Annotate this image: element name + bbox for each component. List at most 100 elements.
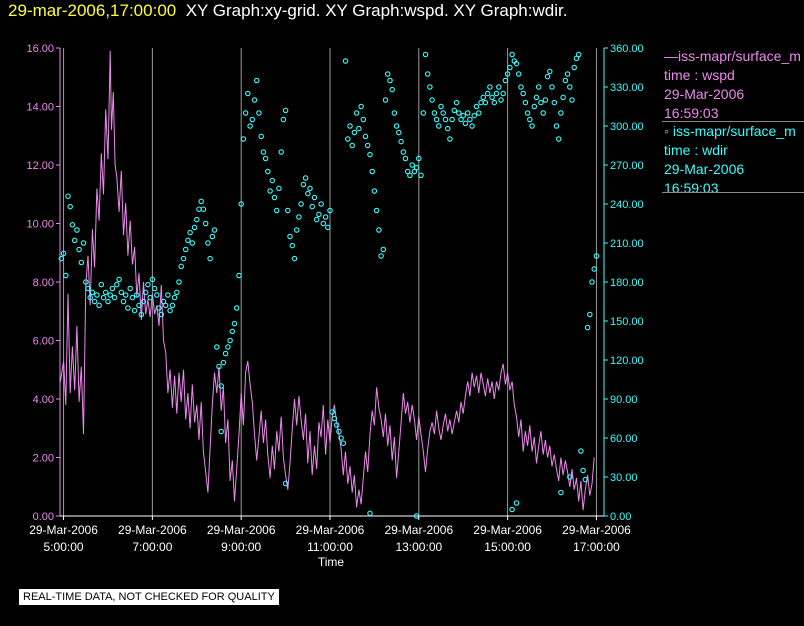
wdir-point [367,151,373,158]
wdir-point [178,263,184,270]
wdir-point [524,110,531,116]
wdir-point [509,506,515,513]
x-axis-label: Time [318,555,345,569]
wdir-point [291,255,298,262]
wdir-point [253,77,260,84]
wdir-point [529,123,535,129]
wdir-point [560,94,566,101]
wdir-point [238,201,244,207]
wdir-point [569,97,575,103]
wdir-point [171,294,178,301]
wdir-point [378,253,384,259]
wdir-point [358,103,364,110]
wdir-point [584,324,591,331]
wdir-point [269,177,276,184]
wdir-point [154,292,160,298]
wdir-point [298,201,304,207]
wdir-point [205,240,211,246]
wdir-point [396,129,402,136]
wdir-point [422,51,429,58]
wdir-point [136,302,142,309]
wdir-point [593,253,600,259]
wdir-point [198,198,204,205]
wdir-point [513,60,520,67]
wdir-point [285,207,291,214]
left-y-tick-label: 10.00 [26,219,54,231]
wdir-point [233,305,240,311]
wdir-point [280,116,287,123]
wdir-point [553,123,560,129]
wdir-point [69,222,76,228]
right-y-tick-label: 330.00 [610,82,644,94]
wdir-point [582,476,589,483]
legend-divider [662,121,804,122]
x-tick-time: 13:00:00 [395,540,442,554]
wdir-point [345,136,351,142]
x-tick-date: 29-Mar-2006 [473,523,542,537]
x-axis-ticks: 29-Mar-2006 5:00:00 29-Mar-2006 7:00:00 29-M… [29,516,631,554]
left-y-tick-label: 4.00 [33,394,54,406]
wdir-point [433,116,440,123]
wdir-point [109,285,116,292]
left-y-tick-label: 14.00 [26,102,54,114]
wdir-point [427,84,433,90]
legend-wdir-date: 29-Mar-2006 [664,161,745,177]
wdir-point [327,207,333,214]
wdir-point [187,229,193,236]
wdir-point [111,294,118,301]
right-y-tick-label: 150.00 [610,316,644,328]
wdir-point [83,279,89,285]
wdir-point [476,110,482,116]
wdir-point [80,240,87,246]
wdir-point [487,84,493,90]
wdir-point [67,203,73,210]
right-y-tick-label: 240.00 [610,199,644,211]
wdir-point [496,84,502,90]
wdir-point [589,279,595,285]
wdir-point [469,123,475,129]
right-y-tick-label: 210.00 [610,238,644,250]
wdir-point [78,259,85,266]
wdir-point [522,99,529,106]
wdir-point [531,103,538,110]
wdir-point [480,94,486,101]
wdir-point [214,344,220,350]
wdir-point [407,172,413,179]
wdir-point [451,107,458,114]
wdir-point [478,99,484,106]
wdir-point [364,142,371,149]
wdir-point [296,214,302,220]
x-tick-date: 29-Mar-2006 [562,523,631,537]
wdir-point [424,71,431,77]
wdir-point [460,112,466,119]
wdir-point [282,107,289,114]
wdir-point [247,123,253,129]
wdir-point [149,276,156,283]
wdir-point [273,207,280,214]
left-y-tick-label: 6.00 [33,336,54,348]
wdir-point [573,55,580,62]
wdir-point [167,307,173,314]
wdir-point [420,110,427,116]
chart-graph-titles: XY Graph:xy-grid. XY Graph:wspd. XY Grap… [185,1,568,20]
wdir-point [222,350,229,357]
wdir-point [578,448,584,454]
wdir-point [489,94,495,101]
wdir-point [302,175,309,181]
wdir-point [336,428,342,435]
wdir-point [229,328,236,335]
legend-wdir-variable: time : wdir [664,142,728,158]
wdir-point [271,194,278,201]
right-y-tick-label: 60.00 [610,433,638,445]
wdir-point [251,97,258,103]
wdir-point [409,162,415,168]
wdir-point [540,110,546,116]
wdir-point [464,110,471,116]
wdir-point [211,227,218,233]
wdir-point [256,110,262,116]
wdir-point [87,294,93,301]
legend-divider [662,192,804,193]
wdir-point [169,302,176,309]
left-y-tick-label: 2.00 [33,453,54,465]
x-tick-date: 29-Mar-2006 [29,523,98,537]
